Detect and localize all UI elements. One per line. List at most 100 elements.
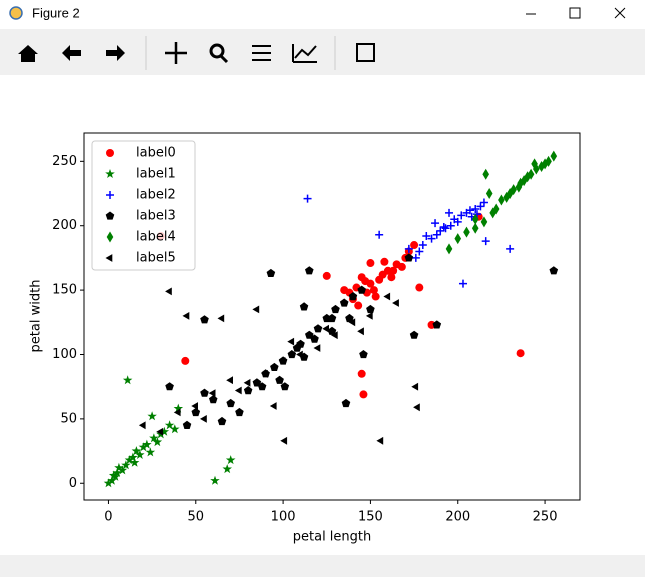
maximize-button[interactable] xyxy=(569,7,581,19)
point xyxy=(413,403,420,412)
zoom-button[interactable] xyxy=(209,43,229,64)
save-button[interactable] xyxy=(356,43,375,62)
point xyxy=(471,213,479,225)
point xyxy=(131,446,142,456)
point xyxy=(492,203,500,215)
point xyxy=(471,222,479,234)
x-tick-label: 0 xyxy=(104,510,112,525)
point xyxy=(112,468,122,477)
point xyxy=(375,230,384,239)
point xyxy=(200,388,209,397)
point xyxy=(275,375,284,384)
point xyxy=(436,226,445,235)
point xyxy=(222,464,232,474)
title-bar: Figure 2 xyxy=(9,5,626,20)
point xyxy=(441,224,450,233)
point xyxy=(261,369,268,378)
point xyxy=(454,233,462,245)
point xyxy=(410,241,419,250)
point xyxy=(365,312,373,320)
point xyxy=(117,465,128,475)
point xyxy=(152,437,163,447)
point xyxy=(506,188,514,200)
point xyxy=(533,163,540,175)
point xyxy=(108,470,119,480)
point xyxy=(165,287,172,296)
point xyxy=(359,350,368,359)
point xyxy=(531,158,538,170)
point xyxy=(392,299,399,307)
point xyxy=(516,349,525,358)
forward-button[interactable] xyxy=(106,45,125,61)
point xyxy=(359,390,368,399)
point xyxy=(217,314,225,323)
point xyxy=(498,194,505,206)
point xyxy=(411,253,420,262)
point xyxy=(280,436,288,445)
point xyxy=(331,331,338,340)
axes-edit-button[interactable] xyxy=(292,44,317,63)
point xyxy=(313,324,323,333)
point xyxy=(481,237,490,246)
point xyxy=(210,475,220,485)
point xyxy=(124,455,135,465)
point xyxy=(545,155,552,167)
toolbar-icons xyxy=(18,36,375,70)
marks xyxy=(103,150,559,488)
point xyxy=(510,184,517,196)
x-axis-label: petal length xyxy=(293,530,372,545)
point xyxy=(209,395,218,404)
point xyxy=(389,266,398,275)
point xyxy=(287,350,297,359)
point xyxy=(270,362,279,371)
point xyxy=(354,301,363,310)
configure-button[interactable] xyxy=(252,45,271,61)
point xyxy=(234,386,242,395)
point xyxy=(287,337,295,346)
home-button[interactable] xyxy=(18,45,38,62)
point xyxy=(331,304,340,314)
x-tick-label: 50 xyxy=(188,510,205,525)
point xyxy=(366,304,375,314)
point xyxy=(278,357,286,365)
point xyxy=(235,407,244,417)
legend-marker xyxy=(106,191,114,199)
point xyxy=(432,230,441,239)
close-button[interactable] xyxy=(614,7,626,19)
point xyxy=(122,375,133,385)
point xyxy=(422,232,431,241)
legend-marker xyxy=(105,254,113,262)
point xyxy=(339,298,349,307)
point xyxy=(191,407,201,417)
point xyxy=(149,433,159,443)
point xyxy=(432,320,442,329)
back-button[interactable] xyxy=(62,45,81,61)
status-bar xyxy=(0,555,645,577)
point xyxy=(280,382,290,391)
point xyxy=(191,402,198,410)
point xyxy=(376,436,384,445)
point xyxy=(313,344,321,352)
point xyxy=(357,285,366,294)
y-tick-label: 200 xyxy=(52,218,77,233)
point xyxy=(409,330,419,339)
point xyxy=(520,175,528,187)
point xyxy=(164,420,175,430)
legend-marker xyxy=(106,231,114,243)
point xyxy=(482,168,489,180)
point xyxy=(549,266,559,275)
point xyxy=(182,420,192,429)
point xyxy=(296,350,303,359)
point xyxy=(348,292,358,301)
y-tick-label: 100 xyxy=(52,347,77,362)
point xyxy=(322,271,331,280)
point xyxy=(310,334,319,343)
point xyxy=(103,478,114,488)
point xyxy=(303,194,312,203)
point xyxy=(471,204,480,213)
legend xyxy=(91,140,196,271)
window-title: Figure 2 xyxy=(32,5,80,20)
point xyxy=(357,369,366,378)
pan-button[interactable] xyxy=(165,42,187,64)
